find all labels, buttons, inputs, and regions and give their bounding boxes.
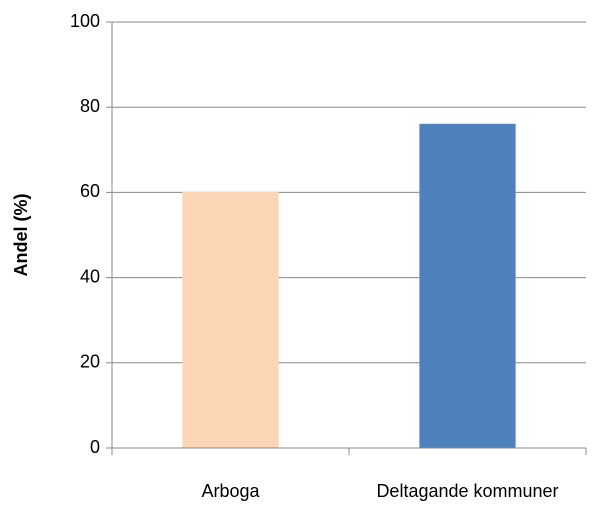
y-tick-label: 80 <box>80 96 100 116</box>
bar <box>182 191 279 448</box>
y-tick-label: 20 <box>80 352 100 372</box>
y-tick-label: 40 <box>80 266 100 286</box>
x-tick-label: Arboga <box>201 481 260 501</box>
bar <box>419 123 516 449</box>
y-tick-label: 0 <box>90 437 100 457</box>
y-axis-title: Andel (%) <box>11 193 31 276</box>
y-tick-label: 100 <box>70 11 100 31</box>
y-tick-label: 60 <box>80 181 100 201</box>
x-tick-label: Deltagande kommuner <box>376 481 558 501</box>
